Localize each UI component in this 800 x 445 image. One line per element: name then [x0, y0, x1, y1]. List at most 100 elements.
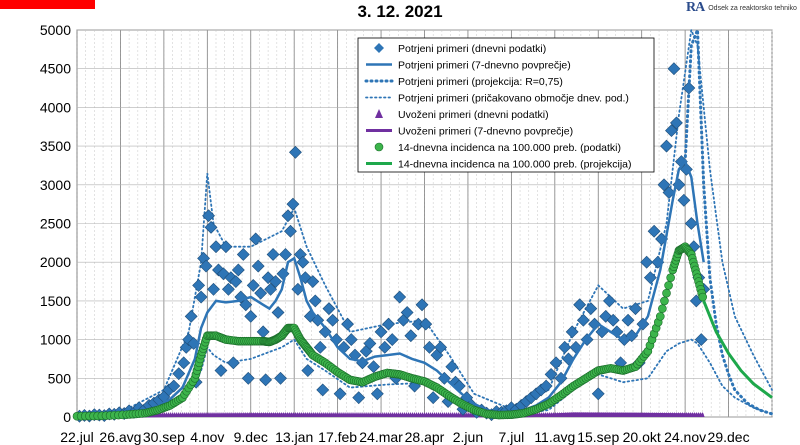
daily-cases-marker [393, 290, 407, 304]
daily-cases-marker [209, 240, 223, 254]
daily-cases-marker [657, 178, 671, 192]
daily-cases-marker [573, 298, 587, 312]
x-tick-label: 17.feb [318, 429, 357, 445]
daily-cases-marker [269, 275, 282, 288]
x-tick-label: 4.nov [190, 429, 224, 445]
daily-cases-marker [660, 139, 673, 153]
daily-cases-marker [419, 317, 433, 331]
y-tick-label: 3500 [40, 138, 71, 154]
daily-cases-marker [670, 116, 683, 130]
y-tick-label: 2500 [40, 216, 71, 232]
daily-cases-marker [214, 364, 228, 377]
x-tick-label: 9.dec [234, 429, 268, 445]
daily-cases-marker [259, 373, 273, 387]
daily-cases-marker [404, 329, 418, 343]
daily-cases-marker [382, 317, 395, 331]
daily-cases-marker [565, 325, 579, 339]
daily-cases-marker [229, 275, 243, 288]
daily-cases-marker [279, 248, 292, 261]
x-tick-label: 11.avg [534, 429, 575, 445]
daily-cases-marker [316, 383, 330, 397]
daily-cases-marker [694, 333, 708, 347]
daily-cases-marker [434, 340, 448, 354]
daily-cases-marker [281, 209, 295, 223]
daily-cases-marker [286, 197, 300, 211]
incidence-marker [660, 296, 669, 306]
y-tick-label: 1500 [40, 293, 71, 309]
daily-cases-marker [172, 367, 186, 381]
x-tick-label: 2.jun [453, 429, 483, 445]
incidence-marker [656, 312, 665, 321]
daily-cases-marker [244, 309, 258, 323]
legend-symbol-circle [374, 142, 384, 152]
daily-cases-marker [352, 391, 366, 405]
daily-cases-marker [271, 306, 285, 319]
x-tick-label: 30.sep [143, 429, 185, 445]
daily-cases-marker [313, 340, 327, 354]
daily-cases-marker [239, 298, 253, 312]
daily-cases-marker [662, 186, 676, 199]
daily-cases-marker [236, 248, 250, 261]
legend-label: Uvoženi primeri (7-dnevno povprečje) [398, 126, 573, 138]
legend-label: Potrjeni primeri (dnevni podatki) [398, 43, 546, 55]
daily-cases-marker [284, 224, 297, 238]
daily-cases-marker [231, 263, 245, 277]
legend-label: Potrjeni primeri (7-dnevno povprečje) [398, 60, 571, 72]
daily-cases-marker [194, 290, 208, 304]
daily-cases-marker [677, 193, 691, 207]
incidence-projection-line [702, 300, 773, 399]
daily-cases-marker [301, 364, 315, 377]
legend-label: Potrjeni primeri (pričakovano območje dn… [398, 93, 629, 105]
daily-cases-marker [370, 387, 384, 401]
daily-cases-marker [333, 387, 347, 401]
daily-cases-marker [184, 309, 198, 323]
daily-cases-marker [177, 356, 191, 370]
daily-cases-marker [306, 275, 320, 288]
y-tick-label: 2000 [40, 254, 71, 270]
legend-label: 14-dnevna incidenca na 100.000 preb. (po… [398, 142, 621, 154]
logo-text: Odsek za reaktorsko tehniko [708, 4, 797, 12]
daily-cases-marker [643, 271, 657, 285]
daily-cases-marker [296, 255, 310, 269]
daily-cases-marker [363, 337, 377, 350]
legend-label: 14-dnevna incidenca na 100.000 preb. (pr… [398, 159, 632, 171]
daily-cases-marker [539, 379, 553, 393]
imported-average-line [76, 412, 704, 419]
incidence-marker [698, 292, 708, 302]
daily-cases-marker [415, 298, 429, 312]
legend-box [357, 37, 655, 173]
daily-cases-marker [621, 313, 635, 327]
x-tick-label: 28.apr [405, 429, 445, 445]
daily-cases-marker [199, 259, 213, 273]
daily-cases-marker [591, 387, 605, 401]
daily-cases-marker [602, 294, 616, 308]
daily-cases-marker [549, 356, 563, 370]
x-tick-label: 29.dec [708, 429, 750, 445]
seven-day-average-line [76, 159, 705, 418]
x-tick-label: 7.jul [499, 429, 525, 445]
x-tick-label: 24.mar [359, 429, 403, 445]
daily-cases-marker [266, 248, 280, 261]
daily-cases-marker [558, 340, 572, 354]
daily-cases-marker [226, 356, 240, 370]
daily-cases-marker [344, 333, 358, 347]
daily-cases-marker [374, 325, 388, 339]
legend-label: Potrjeni primeri (projekcija: R=0,75) [398, 76, 563, 88]
daily-cases-marker [289, 145, 302, 159]
y-tick-label: 0 [63, 409, 71, 425]
x-tick-label: 26.avg [99, 429, 141, 445]
daily-cases-marker [684, 217, 698, 230]
x-tick-label: 15.sep [577, 429, 619, 445]
daily-cases-marker [629, 302, 642, 316]
daily-cases-marker [667, 62, 681, 76]
y-tick-label: 4500 [40, 61, 71, 77]
daily-cases-marker [576, 313, 590, 327]
logo: RA Odsek za reaktorsko tehniko [686, 0, 797, 16]
daily-cases-marker [544, 368, 558, 381]
y-tick-label: 500 [48, 370, 72, 386]
daily-cases-marker [254, 286, 268, 300]
incidence-marker [662, 288, 671, 298]
daily-cases-marker [640, 255, 654, 269]
x-tick-label: 13.jan [275, 429, 313, 445]
